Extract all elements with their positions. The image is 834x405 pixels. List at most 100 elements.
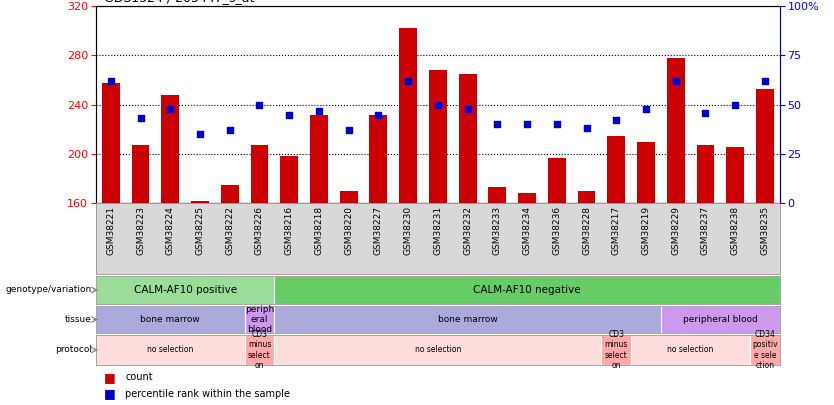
Bar <box>280 156 298 203</box>
Text: GSM38234: GSM38234 <box>523 206 531 255</box>
Text: ■: ■ <box>104 387 116 400</box>
Text: GSM38220: GSM38220 <box>344 206 353 255</box>
Text: no selection: no selection <box>147 345 193 354</box>
Text: GSM38228: GSM38228 <box>582 206 591 255</box>
Bar <box>274 276 780 304</box>
Text: GSM38221: GSM38221 <box>106 206 115 255</box>
Text: CD3
minus
select
on: CD3 minus select on <box>248 330 271 370</box>
Point <box>610 117 623 124</box>
Text: GSM38235: GSM38235 <box>761 206 770 255</box>
Point <box>640 105 653 112</box>
Bar <box>96 276 274 304</box>
Bar <box>274 306 661 333</box>
Text: protocol: protocol <box>55 345 92 354</box>
Text: GSM38224: GSM38224 <box>166 206 175 255</box>
Point <box>312 107 325 114</box>
Text: GSM38226: GSM38226 <box>255 206 264 255</box>
Bar <box>578 191 595 203</box>
Text: tissue: tissue <box>65 315 92 324</box>
Bar <box>161 95 179 203</box>
Point <box>431 101 445 108</box>
Bar <box>518 194 536 203</box>
Bar <box>756 89 774 203</box>
Text: percentile rank within the sample: percentile rank within the sample <box>125 389 290 399</box>
Text: no selection: no selection <box>667 345 714 354</box>
Text: genotype/variation: genotype/variation <box>6 286 92 294</box>
Point <box>223 127 236 134</box>
Point <box>699 109 712 116</box>
Text: GSM38219: GSM38219 <box>641 206 651 255</box>
Text: GDS1324 / 205447_s_at: GDS1324 / 205447_s_at <box>104 0 254 4</box>
Text: GSM38227: GSM38227 <box>374 206 383 255</box>
Point <box>461 105 475 112</box>
Text: bone marrow: bone marrow <box>140 315 200 324</box>
Text: CD34
positiv
e sele
ction: CD34 positiv e sele ction <box>752 330 778 370</box>
Bar <box>369 115 387 203</box>
Bar <box>726 147 744 203</box>
Point <box>104 78 118 84</box>
Bar <box>489 187 506 203</box>
Text: CALM-AF10 positive: CALM-AF10 positive <box>133 285 237 295</box>
Bar <box>661 306 780 333</box>
Text: GSM38216: GSM38216 <box>284 206 294 255</box>
Bar <box>244 306 274 333</box>
Point <box>401 78 414 84</box>
Bar <box>96 335 244 364</box>
Text: CD3
minus
select
on: CD3 minus select on <box>605 330 628 370</box>
Text: GSM38230: GSM38230 <box>404 206 413 255</box>
Bar <box>607 136 626 203</box>
Text: count: count <box>125 372 153 382</box>
Bar <box>102 83 120 203</box>
Bar <box>637 142 655 203</box>
Bar <box>244 335 274 364</box>
Bar <box>250 145 269 203</box>
Point <box>758 78 771 84</box>
Point <box>342 127 355 134</box>
Text: GSM38236: GSM38236 <box>552 206 561 255</box>
Bar <box>631 335 750 364</box>
Text: GSM38231: GSM38231 <box>434 206 442 255</box>
Point <box>193 131 207 138</box>
Point <box>372 111 385 118</box>
Text: GSM38217: GSM38217 <box>612 206 620 255</box>
Text: GSM38218: GSM38218 <box>314 206 324 255</box>
Point <box>163 105 177 112</box>
Point <box>490 121 504 128</box>
Point <box>729 101 742 108</box>
Point <box>550 121 564 128</box>
Bar <box>750 335 780 364</box>
Bar <box>96 306 244 333</box>
Text: GSM38233: GSM38233 <box>493 206 502 255</box>
Point <box>133 115 147 122</box>
Text: peripheral blood: peripheral blood <box>683 315 758 324</box>
Text: GSM38225: GSM38225 <box>195 206 204 255</box>
Text: ■: ■ <box>104 371 116 384</box>
Text: GSM38237: GSM38237 <box>701 206 710 255</box>
Text: GSM38232: GSM38232 <box>463 206 472 255</box>
Bar <box>667 58 685 203</box>
Bar <box>310 115 328 203</box>
Text: bone marrow: bone marrow <box>438 315 497 324</box>
Text: GSM38222: GSM38222 <box>225 206 234 255</box>
Bar <box>221 185 239 203</box>
Point <box>253 101 266 108</box>
Bar <box>429 70 447 203</box>
Point <box>520 121 534 128</box>
Bar <box>339 191 358 203</box>
Bar <box>696 145 715 203</box>
Text: GSM38223: GSM38223 <box>136 206 145 255</box>
Bar <box>601 335 631 364</box>
Point <box>669 78 682 84</box>
Text: periph
eral
blood: periph eral blood <box>245 305 274 335</box>
Point <box>283 111 296 118</box>
Text: no selection: no selection <box>414 345 461 354</box>
Bar <box>191 201 208 203</box>
Point <box>580 125 593 132</box>
Bar <box>399 28 417 203</box>
Bar <box>132 145 149 203</box>
Text: GSM38229: GSM38229 <box>671 206 681 255</box>
Bar <box>274 335 601 364</box>
Bar <box>459 74 476 203</box>
Text: GSM38238: GSM38238 <box>731 206 740 255</box>
Bar <box>548 158 565 203</box>
